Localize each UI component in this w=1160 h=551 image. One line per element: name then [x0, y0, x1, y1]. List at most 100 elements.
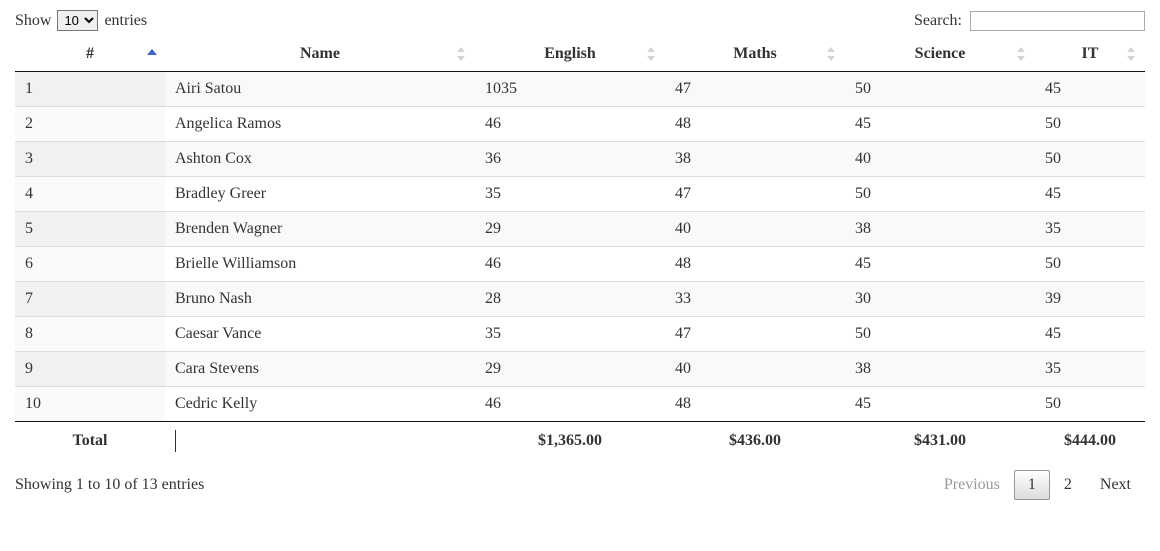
cell-maths: 48 — [665, 247, 845, 282]
table-row: 2Angelica Ramos46484550 — [15, 107, 1145, 142]
data-table: #NameEnglishMathsScienceIT 1Airi Satou10… — [15, 37, 1145, 460]
cell-maths: 33 — [665, 282, 845, 317]
length-entries-text: entries — [104, 12, 147, 29]
sort-icon — [647, 46, 657, 62]
table-info: Showing 1 to 10 of 13 entries — [15, 476, 204, 494]
cell-science: 45 — [845, 107, 1035, 142]
table-header-row: # Name English Maths Science IT — [15, 37, 1145, 72]
cell-science: 50 — [845, 317, 1035, 352]
cell-maths: 47 — [665, 317, 845, 352]
cell-it: 39 — [1035, 282, 1145, 317]
column-header-english[interactable]: English — [475, 37, 665, 72]
pagination-previous: Previous — [930, 470, 1014, 500]
pagination-page-1[interactable]: 1 — [1014, 470, 1050, 500]
cell-idx: 10 — [15, 387, 165, 422]
table-row: 5Brenden Wagner29403835 — [15, 212, 1145, 247]
length-select[interactable]: 10 — [57, 10, 98, 31]
column-header-science[interactable]: Science — [845, 37, 1035, 72]
cell-it: 50 — [1035, 247, 1145, 282]
cell-idx: 8 — [15, 317, 165, 352]
cell-idx: 1 — [15, 72, 165, 107]
pagination-next[interactable]: Next — [1086, 470, 1145, 500]
cell-english: 1035 — [475, 72, 665, 107]
table-row: 3Ashton Cox36384050 — [15, 142, 1145, 177]
column-header-label: English — [544, 45, 596, 62]
search-label-text: Search: — [914, 12, 962, 29]
cell-science: 45 — [845, 247, 1035, 282]
cell-english: 35 — [475, 317, 665, 352]
cell-english: 46 — [475, 107, 665, 142]
cell-english: 29 — [475, 212, 665, 247]
cell-it: 50 — [1035, 387, 1145, 422]
cell-name: Cara Stevens — [165, 352, 475, 387]
cell-english: 28 — [475, 282, 665, 317]
cell-name: Airi Satou — [165, 72, 475, 107]
cell-science: 40 — [845, 142, 1035, 177]
cell-science: 38 — [845, 212, 1035, 247]
cell-maths: 47 — [665, 177, 845, 212]
cell-science: 38 — [845, 352, 1035, 387]
column-header-label: Science — [915, 45, 966, 62]
pagination-page-2[interactable]: 2 — [1050, 470, 1086, 500]
table-row: 8Caesar Vance35475045 — [15, 317, 1145, 352]
cell-name: Ashton Cox — [165, 142, 475, 177]
cell-it: 50 — [1035, 142, 1145, 177]
cell-science: 30 — [845, 282, 1035, 317]
sort-asc-icon — [147, 46, 157, 62]
cell-english: 36 — [475, 142, 665, 177]
length-label: Show 10 entries — [15, 12, 147, 29]
cell-name: Bruno Nash — [165, 282, 475, 317]
footer-it: $444.00 — [1035, 422, 1145, 461]
column-header-index[interactable]: # — [15, 37, 165, 72]
column-header-label: IT — [1082, 45, 1099, 62]
sort-icon — [1127, 46, 1137, 62]
table-row: 7Bruno Nash28333039 — [15, 282, 1145, 317]
cell-name: Brenden Wagner — [165, 212, 475, 247]
table-row: 10Cedric Kelly46484550 — [15, 387, 1145, 422]
cell-idx: 2 — [15, 107, 165, 142]
cell-idx: 3 — [15, 142, 165, 177]
cell-name: Cedric Kelly — [165, 387, 475, 422]
cell-maths: 48 — [665, 387, 845, 422]
search-control: Search: — [914, 11, 1145, 31]
table-row: 4Bradley Greer35475045 — [15, 177, 1145, 212]
footer-english: $1,365.00 — [475, 422, 665, 461]
cell-idx: 4 — [15, 177, 165, 212]
cell-english: 35 — [475, 177, 665, 212]
footer-divider — [165, 422, 475, 461]
cell-it: 50 — [1035, 107, 1145, 142]
cell-idx: 9 — [15, 352, 165, 387]
cell-it: 45 — [1035, 72, 1145, 107]
cell-science: 45 — [845, 387, 1035, 422]
column-header-maths[interactable]: Maths — [665, 37, 845, 72]
footer-total-label: Total — [15, 422, 165, 461]
cell-it: 35 — [1035, 212, 1145, 247]
cell-idx: 6 — [15, 247, 165, 282]
cell-maths: 40 — [665, 352, 845, 387]
column-header-name[interactable]: Name — [165, 37, 475, 72]
cell-english: 46 — [475, 387, 665, 422]
footer-science: $431.00 — [845, 422, 1035, 461]
length-show-text: Show — [15, 12, 51, 29]
cell-idx: 5 — [15, 212, 165, 247]
cell-name: Bradley Greer — [165, 177, 475, 212]
pagination: Previous12Next — [930, 470, 1145, 500]
table-row: 9Cara Stevens29403835 — [15, 352, 1145, 387]
cell-english: 29 — [475, 352, 665, 387]
search-input[interactable] — [970, 11, 1145, 31]
column-header-label: Name — [300, 45, 340, 62]
footer-maths: $436.00 — [665, 422, 845, 461]
cell-idx: 7 — [15, 282, 165, 317]
cell-name: Angelica Ramos — [165, 107, 475, 142]
cell-it: 35 — [1035, 352, 1145, 387]
cell-name: Caesar Vance — [165, 317, 475, 352]
cell-english: 46 — [475, 247, 665, 282]
column-header-label: # — [86, 45, 94, 62]
cell-science: 50 — [845, 72, 1035, 107]
table-row: 6Brielle Williamson46484550 — [15, 247, 1145, 282]
cell-maths: 38 — [665, 142, 845, 177]
cell-maths: 47 — [665, 72, 845, 107]
cell-science: 50 — [845, 177, 1035, 212]
column-header-it[interactable]: IT — [1035, 37, 1145, 72]
sort-icon — [827, 46, 837, 62]
